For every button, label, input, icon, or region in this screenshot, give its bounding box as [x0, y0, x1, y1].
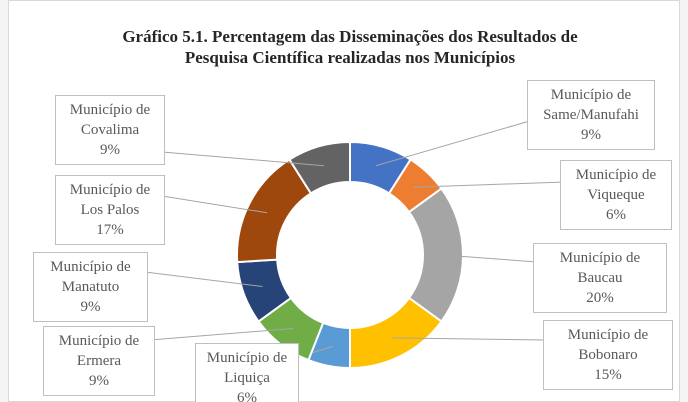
leader-line — [149, 327, 294, 341]
donut-segment — [288, 140, 351, 195]
label-category: Município de Ermera — [58, 333, 140, 369]
label-value: 6% — [237, 390, 257, 402]
label-value: 15% — [594, 367, 622, 383]
label-value: 9% — [80, 299, 101, 315]
chart-title: Gráfico 5.1. Percentagem das Disseminaçõ… — [122, 27, 578, 67]
leader-line — [442, 254, 538, 263]
donut-segment — [407, 187, 464, 323]
leader-line — [392, 337, 548, 341]
label-category: Município de Liquiça — [206, 350, 288, 386]
label-category: Município de Same/Manufahi — [543, 87, 639, 123]
data-label: Município de Covalima 9% — [55, 95, 165, 165]
data-label: Município de Liquiça 6% — [195, 343, 299, 402]
label-value: 9% — [89, 373, 109, 389]
leader-line — [161, 151, 325, 167]
data-label: Município de Manatuto 9% — [33, 252, 148, 322]
data-label: Município de Bobonaro 15% — [543, 320, 673, 390]
data-label: Município de Viqueque 6% — [560, 160, 672, 230]
leader-line — [161, 195, 268, 214]
label-value: 9% — [100, 142, 120, 158]
label-value: 17% — [96, 222, 124, 238]
label-category: Município de Bobonaro — [567, 327, 649, 363]
leader-line — [413, 181, 566, 188]
label-category: Município de Viqueque — [575, 167, 657, 203]
data-label: Município de Ermera 9% — [43, 326, 155, 396]
label-value: 6% — [606, 207, 626, 223]
label-category: Município de Covalima — [69, 102, 151, 138]
leader-line — [144, 271, 263, 287]
leader-line — [375, 117, 541, 167]
label-category: Município de Manatuto — [50, 259, 131, 295]
label-category: Município de Baucau — [559, 250, 641, 286]
label-category: Município de Los Palos — [69, 182, 151, 218]
label-value: 9% — [581, 127, 601, 143]
label-value: 20% — [586, 290, 614, 306]
data-label: Município de Baucau 20% — [533, 243, 667, 313]
data-label: Município de Los Palos 17% — [55, 175, 165, 245]
data-label: Município de Same/Manufahi 9% — [527, 80, 655, 150]
